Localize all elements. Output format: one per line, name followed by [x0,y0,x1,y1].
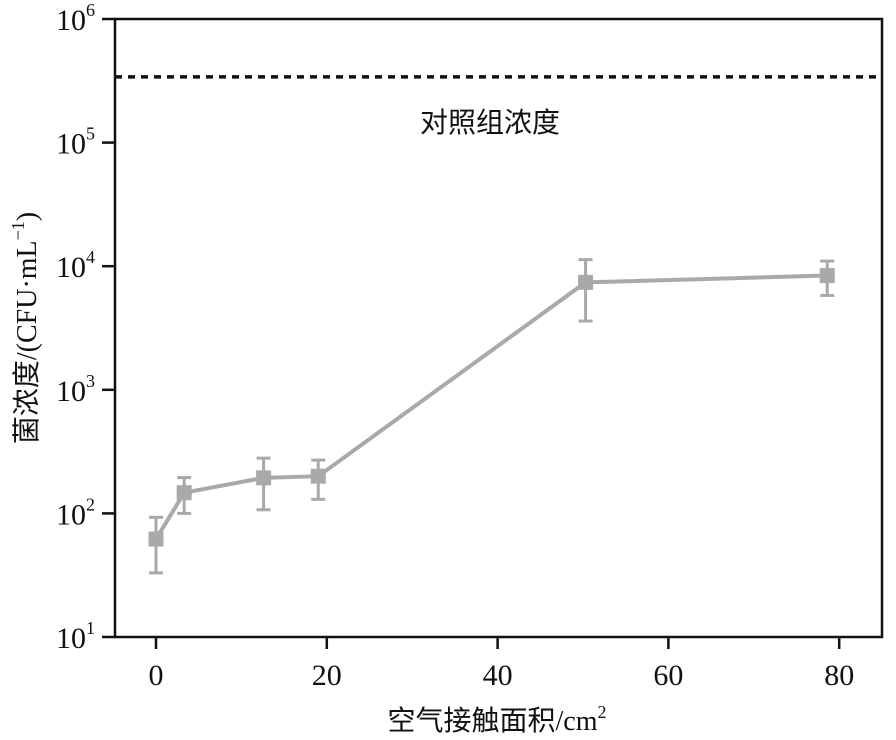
x-tick-label: 40 [483,659,513,692]
x-axis-title: 空气接触面积/cm2 [388,702,607,737]
data-point-marker [256,470,272,486]
y-tick-label: 103 [56,371,95,408]
data-point-marker [819,268,835,284]
data-point-marker [148,531,164,547]
x-tick-label: 80 [824,659,854,692]
data-point-marker [578,274,594,290]
x-tick-label: 0 [149,659,164,692]
y-tick-label: 102 [56,494,95,531]
y-tick-label: 105 [56,124,95,161]
x-tick-label: 20 [312,659,342,692]
y-tick-label: 101 [56,618,95,655]
data-point-marker [310,468,326,484]
data-point-marker [176,485,192,501]
y-tick-label: 106 [56,0,95,37]
y-tick-label: 104 [56,247,95,284]
x-tick-label: 60 [653,659,683,692]
series-line [154,273,828,541]
plot-area: 101 102 103 104 105 106 0 20 40 60 80 [56,0,884,692]
y-axis-title: 菌浓度/(CFU·mL−1) [8,212,43,444]
reference-line-label: 对照组浓度 [420,106,560,139]
